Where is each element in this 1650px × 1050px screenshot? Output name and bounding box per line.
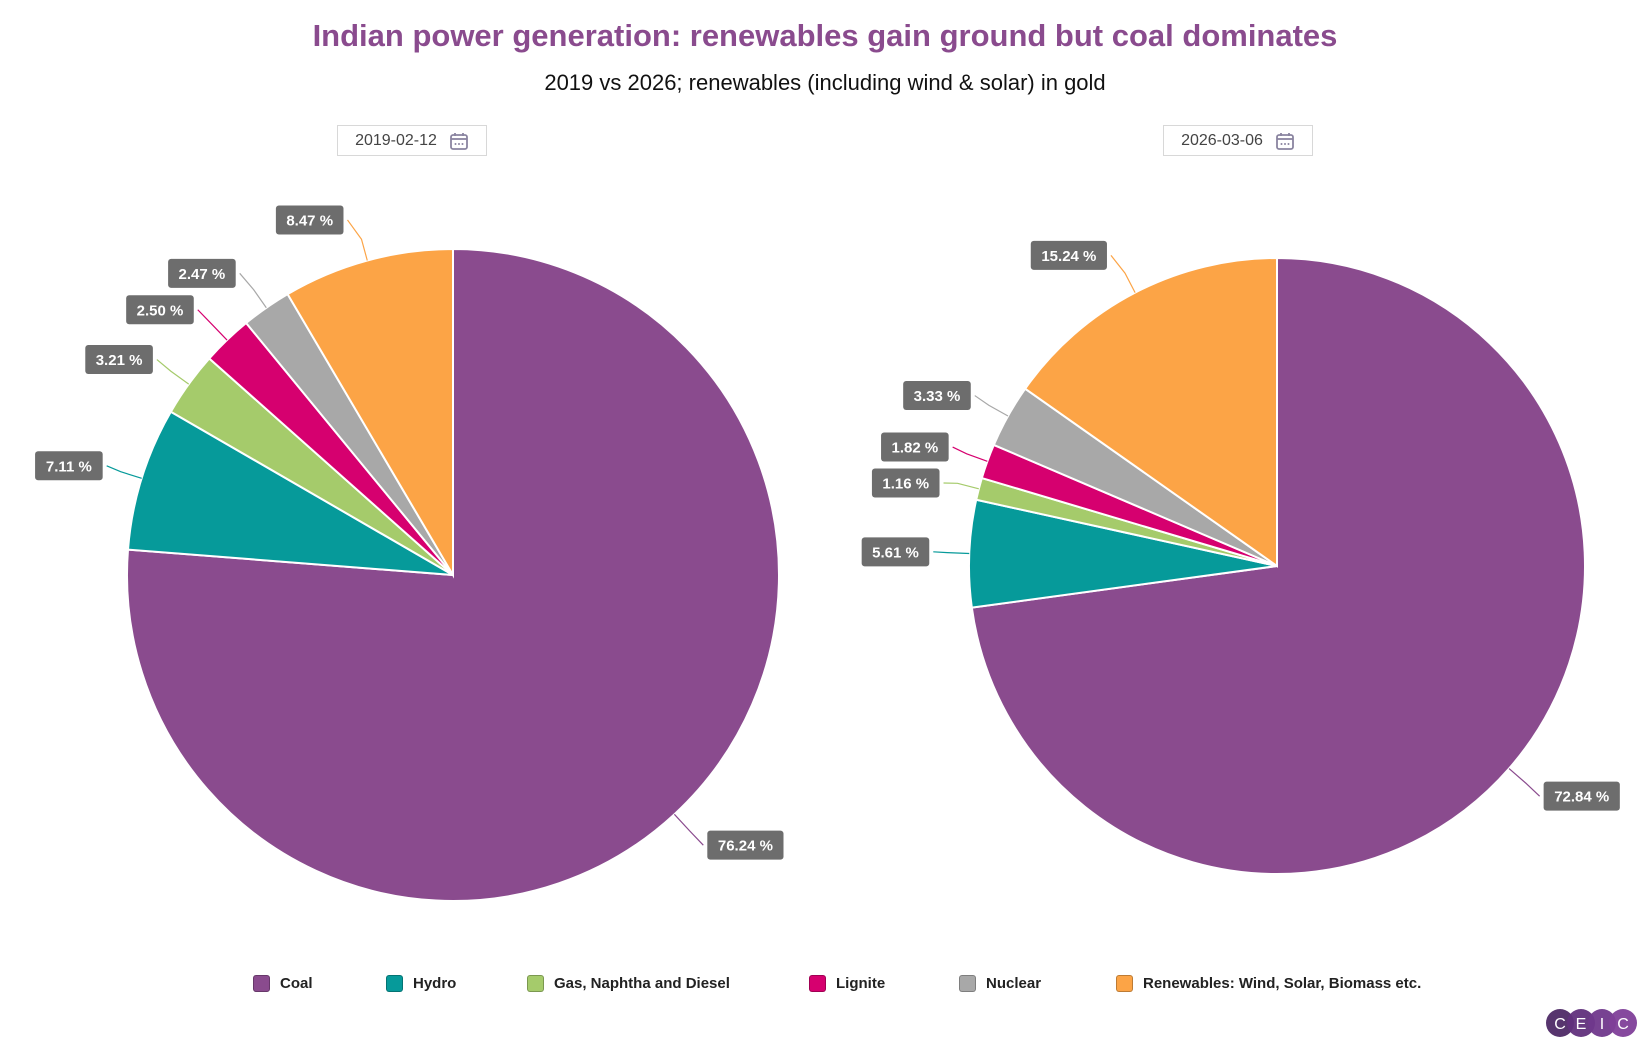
data-label: 3.33 % bbox=[914, 388, 961, 405]
leader-line bbox=[156, 359, 190, 385]
data-label: 15.24 % bbox=[1041, 248, 1096, 265]
date-picker-right[interactable]: 2026-03-06 bbox=[1163, 125, 1313, 156]
data-label: 2.50 % bbox=[137, 302, 184, 319]
legend-swatch bbox=[959, 975, 976, 992]
data-label-box bbox=[35, 451, 103, 481]
legend-item-nuclear[interactable]: Nuclear bbox=[959, 975, 1041, 992]
data-label-box bbox=[871, 468, 940, 498]
data-label: 5.61 % bbox=[872, 544, 919, 561]
data-label-box bbox=[126, 295, 194, 325]
data-label-box bbox=[1543, 781, 1620, 811]
leader-line bbox=[106, 465, 142, 479]
leader-line bbox=[974, 395, 1009, 417]
data-label-box bbox=[85, 345, 153, 375]
legend-label: Coal bbox=[280, 975, 313, 992]
pie-slice-renewables[interactable] bbox=[1023, 256, 1278, 568]
data-label: 3.21 % bbox=[96, 352, 143, 369]
legend-swatch bbox=[527, 975, 544, 992]
legend: Coal Hydro Gas, Naphtha and Diesel Ligni… bbox=[0, 975, 1650, 999]
date-value: 2026-03-06 bbox=[1181, 131, 1263, 149]
legend-swatch bbox=[1116, 975, 1133, 992]
data-label: 72.84 % bbox=[1554, 789, 1609, 806]
leader-line bbox=[347, 219, 368, 261]
leader-line bbox=[952, 446, 988, 462]
logo-circle bbox=[1567, 1009, 1595, 1037]
pie-slice-renewables[interactable] bbox=[286, 247, 454, 579]
legend-swatch bbox=[386, 975, 403, 992]
pie-slice-coal[interactable] bbox=[970, 256, 1586, 875]
pie-slice-hydro[interactable] bbox=[126, 410, 454, 576]
data-label-box bbox=[1030, 240, 1107, 270]
legend-item-renewables[interactable]: Renewables: Wind, Solar, Biomass etc. bbox=[1116, 975, 1421, 992]
chart-title: Indian power generation: renewables gain… bbox=[312, 18, 1338, 53]
leader-line bbox=[1110, 254, 1136, 293]
data-label: 8.47 % bbox=[286, 212, 333, 229]
leader-line bbox=[239, 272, 267, 309]
pie-2: 72.84 % 5.61 % 1.16 % 1.82 % 3.33 % 15.24 % bbox=[861, 240, 1620, 875]
legend-label: Nuclear bbox=[986, 975, 1042, 992]
data-label: 2.47 % bbox=[179, 266, 226, 283]
logo-letter: C bbox=[1554, 1016, 1566, 1033]
leader-line bbox=[1508, 768, 1541, 797]
data-label-box bbox=[168, 258, 236, 288]
data-label: 7.11 % bbox=[46, 458, 92, 475]
legend-item-hydro[interactable]: Hydro bbox=[386, 975, 456, 992]
date-value: 2019-02-12 bbox=[355, 131, 437, 149]
legend-label: Hydro bbox=[413, 975, 457, 992]
data-label-box bbox=[903, 381, 971, 411]
leader-line bbox=[933, 551, 970, 555]
logo-circle bbox=[1588, 1009, 1616, 1037]
legend-swatch bbox=[809, 975, 826, 992]
legend-label: Lignite bbox=[836, 975, 886, 992]
calendar-icon[interactable] bbox=[1275, 131, 1295, 151]
logo-letter: E bbox=[1576, 1016, 1587, 1033]
legend-item-lignite[interactable]: Lignite bbox=[809, 975, 885, 992]
legend-label: Gas, Naphtha and Diesel bbox=[554, 975, 730, 992]
leader-line bbox=[943, 482, 979, 490]
legend-swatch bbox=[253, 975, 270, 992]
chart-subtitle: 2019 vs 2026; renewables (including wind… bbox=[544, 70, 1106, 95]
legend-item-coal[interactable]: Coal bbox=[253, 975, 313, 992]
data-label: 76.24 % bbox=[718, 838, 773, 855]
data-label-box bbox=[707, 830, 784, 860]
leader-line bbox=[197, 309, 228, 341]
logo-letter: C bbox=[1617, 1016, 1629, 1033]
logo-circle bbox=[1609, 1009, 1637, 1037]
data-label-box bbox=[861, 537, 930, 567]
date-picker-left[interactable]: 2019-02-12 bbox=[337, 125, 487, 156]
data-label: 1.16 % bbox=[882, 476, 929, 493]
logo-circle bbox=[1546, 1009, 1574, 1037]
logo-letter: I bbox=[1600, 1016, 1604, 1033]
leader-line bbox=[673, 813, 704, 846]
data-label: 1.82 % bbox=[891, 440, 938, 457]
data-label-box bbox=[275, 205, 344, 235]
calendar-icon[interactable] bbox=[449, 131, 469, 151]
data-label-box bbox=[881, 432, 949, 462]
legend-label: Renewables: Wind, Solar, Biomass etc. bbox=[1143, 975, 1422, 992]
pie-1: 76.24 % 7.11 % 3.21 % 2.50 % 2.47 % 8.47 % bbox=[35, 205, 784, 902]
legend-item-gas[interactable]: Gas, Naphtha and Diesel bbox=[527, 975, 730, 992]
